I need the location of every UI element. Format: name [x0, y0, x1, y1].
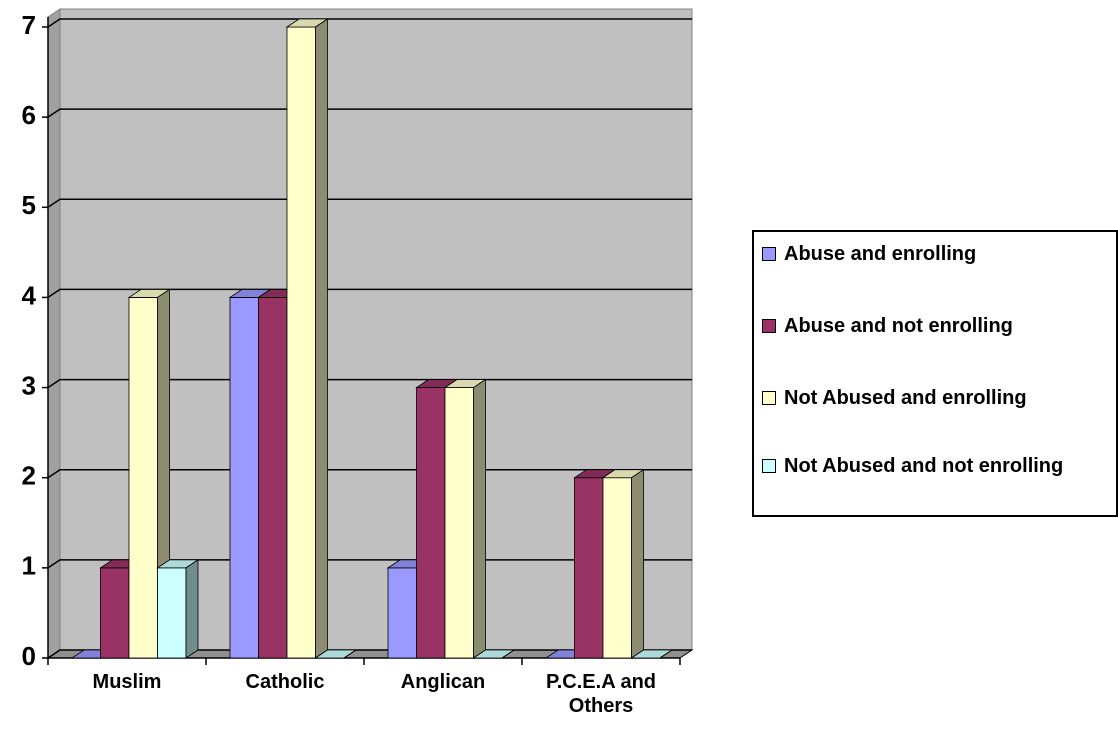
x-tick-label: Anglican: [400, 671, 486, 693]
grid-line: [47, 18, 692, 28]
bar: [472, 649, 516, 659]
bar-front: [258, 297, 288, 659]
bar: [314, 649, 358, 659]
bar-front: [229, 297, 259, 659]
bar-side: [501, 649, 515, 659]
legend-item: Abuse and enrolling: [762, 242, 1112, 266]
grid-line: [47, 108, 692, 118]
bar-side: [659, 649, 673, 659]
bar-front: [602, 477, 632, 659]
y-tick-label: 6: [22, 100, 36, 130]
bar-front: [157, 567, 187, 659]
y-tick-label: 7: [22, 10, 36, 40]
bar: [443, 378, 487, 659]
bar: [285, 18, 329, 659]
plot: 0 1 2 3 4 5 6 7: [22, 8, 694, 671]
legend: Abuse and enrolling Abuse and not enrolli…: [752, 230, 1118, 517]
legend-swatch: [762, 391, 776, 405]
legend-item: Not Abused and enrolling: [762, 386, 1112, 410]
legend-swatch: [762, 459, 776, 473]
bar-side: [473, 378, 486, 659]
bar: [156, 559, 200, 659]
grid-line: [47, 198, 692, 208]
bar-front: [128, 297, 158, 659]
bar: [630, 649, 674, 659]
legend-item: Not Abused and not enrolling: [762, 454, 1112, 478]
y-tick-label: 4: [22, 280, 37, 310]
bar-front: [100, 567, 130, 659]
bar-front: [387, 567, 417, 659]
legend-label: Not Abused and not enrolling: [784, 455, 1064, 477]
y-tick-label: 3: [22, 370, 36, 400]
x-tick-label: Catholic: [245, 671, 325, 693]
x-tick-label: P.C.E.A and Others: [545, 671, 657, 717]
y-tick-label: 1: [22, 551, 36, 581]
bar-side: [631, 468, 644, 659]
legend-swatch: [762, 319, 776, 333]
bar-side: [343, 649, 357, 659]
y-tick-label: 2: [22, 461, 36, 491]
x-tick-label: Muslim: [92, 671, 162, 693]
bar-front: [444, 387, 474, 659]
bar-front: [286, 26, 316, 659]
y-tick-label: 5: [22, 190, 36, 220]
legend-label: Abuse and enrolling: [784, 243, 977, 265]
legend-label: Not Abused and enrolling: [784, 387, 1027, 409]
bar-side: [185, 559, 199, 659]
bar-front: [416, 387, 446, 659]
bar-side: [315, 18, 328, 659]
bar: [601, 468, 645, 659]
bar-front: [574, 477, 604, 659]
y-tick-label: 0: [22, 641, 36, 671]
legend-item: Abuse and not enrolling: [762, 314, 1112, 338]
grid-line: [47, 288, 692, 299]
legend-label: Abuse and not enrolling: [784, 315, 1013, 337]
legend-swatch: [762, 247, 776, 261]
